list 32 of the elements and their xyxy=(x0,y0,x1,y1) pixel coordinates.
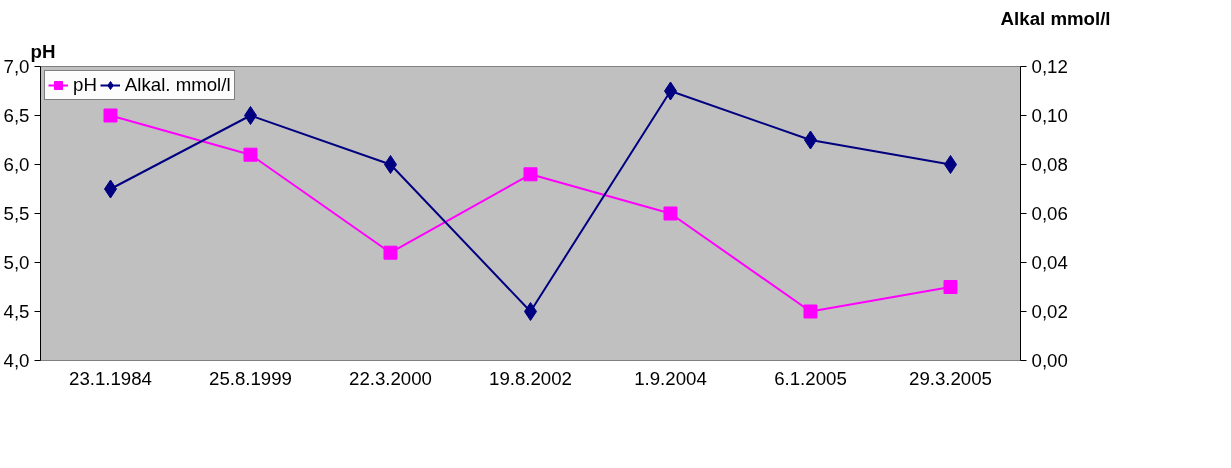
y2-axis-title: Alkal mmol/l xyxy=(1000,7,1111,29)
x-tick-label: 19.8.2002 xyxy=(489,367,572,389)
y2-tick-label: 0,04 xyxy=(1031,252,1068,273)
y-tick-label: 6,5 xyxy=(3,105,30,126)
point xyxy=(663,206,678,221)
y2-tick-label: 0,12 xyxy=(1031,56,1068,77)
point xyxy=(523,167,538,182)
point xyxy=(943,280,958,294)
y-tick-label: 5,0 xyxy=(3,252,30,273)
y2-tick-label: 0,00 xyxy=(1031,350,1068,371)
legend-label: Alkal. mmol/l xyxy=(124,74,231,96)
legend-label: pH xyxy=(73,74,97,96)
y2-tick-label: 0,02 xyxy=(1031,301,1068,322)
point xyxy=(383,245,398,260)
y2-tick-label: 0,06 xyxy=(1031,203,1068,224)
point xyxy=(803,304,818,319)
x-tick-label: 23.1.1984 xyxy=(69,367,152,389)
point xyxy=(103,108,118,123)
x-tick-label: 22.3.2000 xyxy=(349,367,432,389)
y-tick-label: 7,0 xyxy=(3,56,30,77)
y-tick-label: 4,5 xyxy=(3,301,30,322)
x-tick-label: 1.9.2004 xyxy=(634,367,707,389)
x-tick-label: 29.3.2005 xyxy=(909,367,992,389)
y-axis-title: pH xyxy=(30,40,56,62)
x-tick-label: 6.1.2005 xyxy=(774,367,847,389)
y-tick-label: 5,5 xyxy=(3,203,30,224)
x-tick-label: 25.8.1999 xyxy=(209,367,292,389)
y-tick-label: 6,0 xyxy=(3,154,30,175)
y2-tick-label: 0,08 xyxy=(1031,154,1068,175)
y-tick-label: 4,0 xyxy=(3,350,30,371)
point xyxy=(243,147,258,162)
y2-tick-label: 0,10 xyxy=(1031,105,1068,126)
